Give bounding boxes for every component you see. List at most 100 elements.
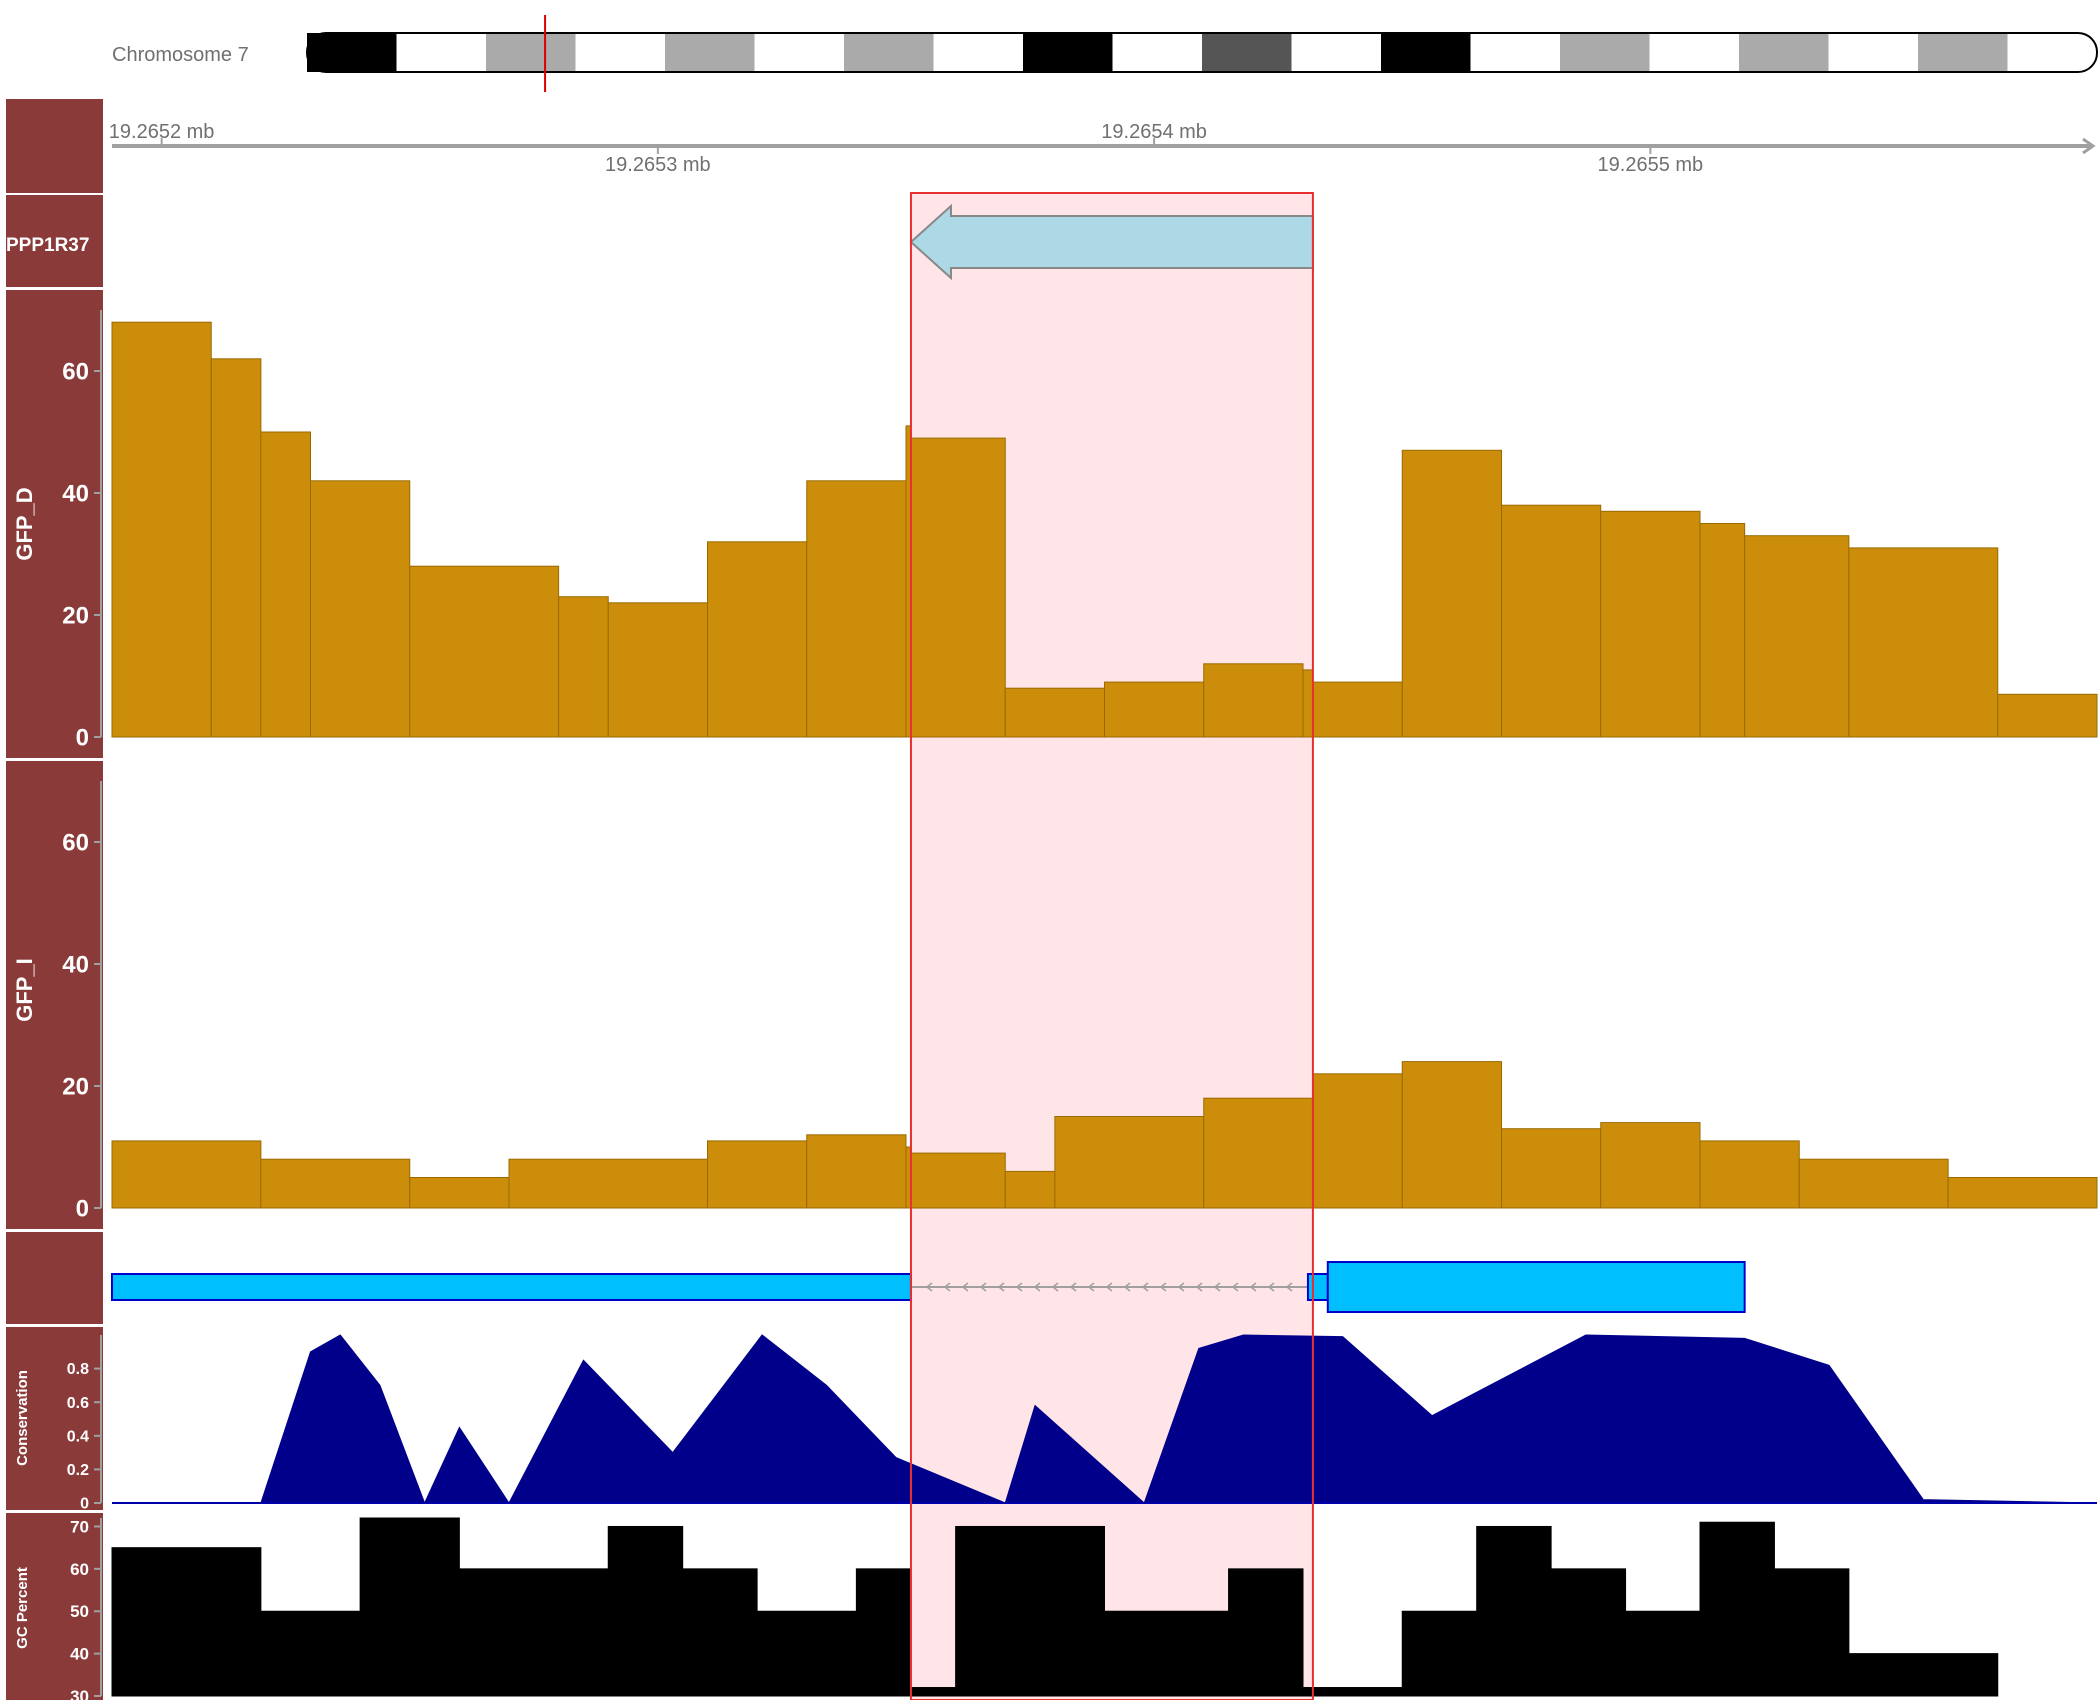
ideogram-band [1112, 33, 1203, 72]
conservation-area [112, 1334, 2098, 1505]
ideogram-band [665, 33, 755, 72]
gfp-d-y-tick-label: 40 [62, 480, 89, 507]
highlight-outline [909, 192, 1314, 1700]
gc-bar [1104, 1610, 1230, 1697]
gfp-i-y-tick-label: 40 [62, 951, 89, 978]
gene-exon-cds [1326, 1261, 1746, 1313]
ideogram-band [1918, 33, 2008, 72]
conservation-y-tick-label: 0.6 [67, 1395, 89, 1412]
gfp-d-bar [607, 602, 708, 738]
gfp-d-bar [1501, 504, 1602, 738]
ideogram-band [1828, 33, 1919, 72]
gfp-i-bar [111, 1140, 262, 1209]
axis-tick-label: 19.2652 mb [109, 121, 215, 143]
gfp-d-track: 0 20 40 60 [62, 310, 2098, 751]
ideogram-band [575, 33, 666, 72]
gfp-d-y-tick-label: 60 [62, 358, 89, 385]
ideogram-band [1739, 33, 1829, 72]
ideogram-bands [307, 33, 2098, 72]
gc-bar [855, 1568, 912, 1697]
intron-strand-chevron [1123, 1282, 1131, 1292]
axis-tick-label: 19.2655 mb [1598, 154, 1704, 176]
gene-arrow [909, 203, 1314, 281]
intron-strand-chevron [961, 1282, 969, 1292]
ideogram-band [1023, 33, 1113, 72]
conservation-y-tick-label: 0.2 [67, 1462, 89, 1479]
gc-bar [260, 1610, 361, 1697]
gfp-i-bar [1203, 1097, 1314, 1209]
gfp-d-bar [409, 565, 560, 738]
gfp-d-bar [707, 541, 808, 738]
gc-bar [1625, 1610, 1701, 1697]
axis-tick-label: 19.2654 mb [1101, 121, 1207, 143]
genome-axis: 19.2652 mb 19.2654 mb 19.2653 mb 19.2655 mb [109, 121, 2096, 176]
gc-percent-track: 30 40 50 60 70 [70, 1517, 1999, 1700]
gc-y-tick-label: 50 [70, 1602, 89, 1621]
gfp-i-bar [707, 1140, 808, 1209]
genome-axis-arrowhead [2082, 137, 2096, 155]
gfp-i-track: 0 20 40 60 [62, 781, 2098, 1222]
gc-bar [359, 1517, 460, 1697]
gc-title: GC Percent [14, 1567, 31, 1649]
ideogram-band [754, 33, 845, 72]
ideogram-band [486, 33, 576, 72]
gene-track-title: PPP1R37 [6, 235, 89, 256]
gfp-i-bar [508, 1158, 708, 1209]
gfp-d-bar [1744, 535, 1850, 738]
gc-y-tick-label: 70 [70, 1517, 89, 1536]
gc-y-tick-label: 30 [70, 1687, 89, 1700]
gc-bar [756, 1610, 857, 1697]
gfp-i-bar [1699, 1140, 1800, 1209]
gc-bar [955, 1525, 1105, 1697]
ideogram-band [1560, 33, 1650, 72]
gfp-d-bar [806, 480, 907, 738]
gc-bar [1476, 1525, 1552, 1697]
gfp-d-bar [1997, 693, 2098, 738]
gfp-d-bar [1203, 663, 1304, 738]
intron-strand-chevron [1051, 1282, 1059, 1292]
axis-panel [6, 99, 103, 193]
gfp-i-panel [6, 761, 103, 1229]
intron-strand-chevron [1195, 1282, 1203, 1292]
gfp-i-bar [806, 1134, 907, 1209]
ideogram-band [1202, 33, 1292, 72]
gfp-i-bar [1054, 1116, 1205, 1209]
gene-exon-utr [1306, 1273, 1329, 1301]
intron-strand-chevron [1231, 1282, 1239, 1292]
intron-strand-chevron [1177, 1282, 1185, 1292]
intron-strand-chevron [1069, 1282, 1077, 1292]
intron-strand-chevron [1015, 1282, 1023, 1292]
gc-bar [1773, 1568, 1850, 1697]
gfp-i-bar [1947, 1177, 2098, 1209]
gfp-d-bar [558, 596, 609, 738]
ideogram-band [307, 33, 397, 72]
intron-strand-chevron [997, 1282, 1005, 1292]
gfp-i-bar [910, 1152, 1006, 1209]
gfp-d-bar [1302, 669, 1314, 738]
intron-strand-chevron [1249, 1282, 1257, 1292]
gfp-i-y-tick-label: 60 [62, 829, 89, 856]
gc-bar [1401, 1610, 1478, 1697]
gc-bar [1550, 1568, 1627, 1697]
conservation-y-tick-label: 0.8 [67, 1361, 89, 1378]
gfp-i-bar [409, 1177, 510, 1209]
gfp-d-y-tick-label: 0 [76, 724, 89, 751]
gfp-i-y-tick-label: 20 [62, 1073, 89, 1100]
ideogram-band [1649, 33, 1740, 72]
gene-model-panel [6, 1232, 103, 1324]
gfp-d-title: GFP_D [12, 487, 37, 560]
intron-strand-chevron [1141, 1282, 1149, 1292]
chromosome-ideogram: Chromosome 7 [112, 15, 2098, 92]
gfp-d-bar [1848, 547, 1999, 738]
gfp-d-bar [210, 358, 262, 738]
chromosome-label: Chromosome 7 [112, 44, 249, 66]
gfp-d-bar [1004, 687, 1105, 738]
ideogram-band [396, 33, 487, 72]
gc-bar [1848, 1653, 1999, 1697]
ideogram-band [933, 33, 1024, 72]
intron-strand-chevron [1087, 1282, 1095, 1292]
gfp-d-bar [1699, 523, 1746, 738]
gfp-d-bar [1401, 449, 1502, 738]
gfp-d-y-tick-label: 20 [62, 602, 89, 629]
